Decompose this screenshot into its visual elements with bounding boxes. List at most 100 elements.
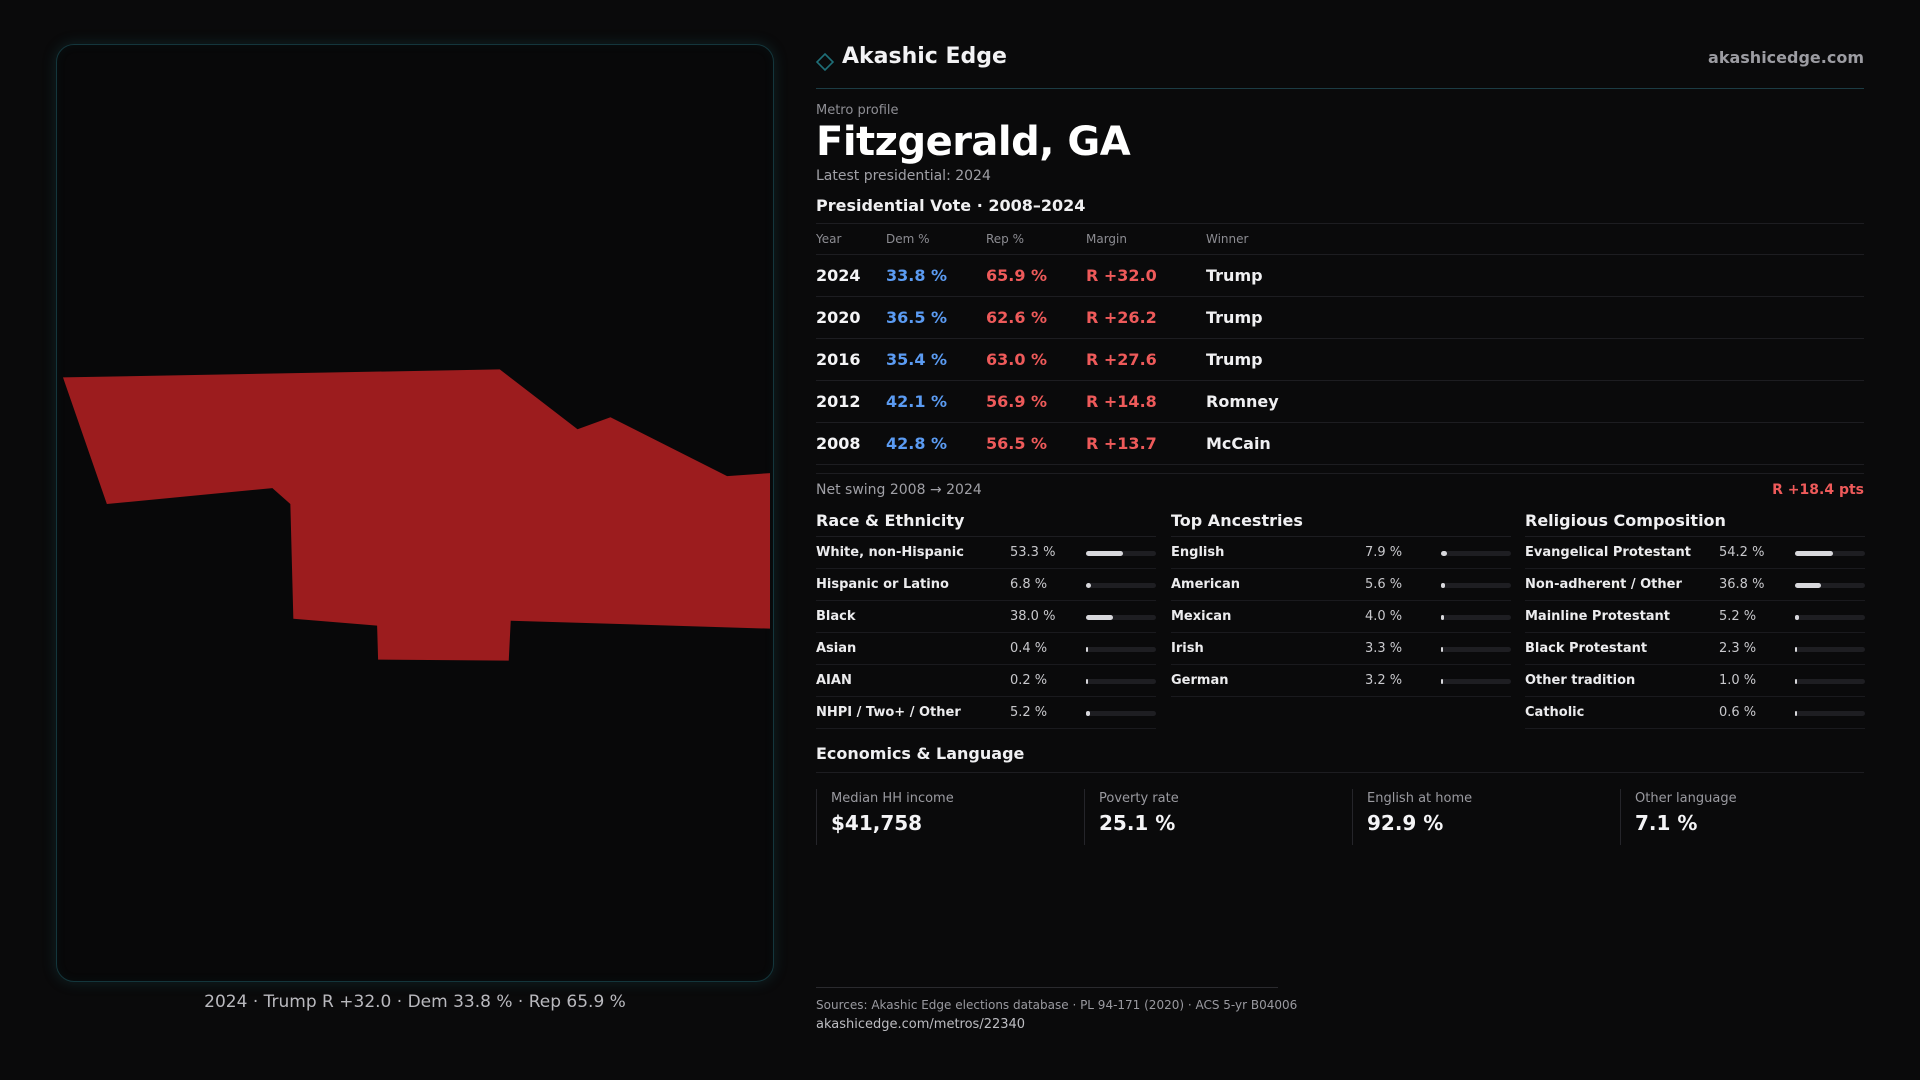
table-row: 2012 42.1 % 56.9 % R +14.8 Romney [816,380,1864,423]
net-swing-value: R +18.4 pts [1772,482,1864,498]
rep-cell: 62.6 % [986,296,1086,339]
metro-url-link[interactable]: akashicedge.com/metros/22340 [816,1017,1026,1032]
latest-presidential: Latest presidential: 2024 [816,168,991,184]
dem-cell: 35.4 % [886,338,986,381]
item-percent: 54.2 % [1719,545,1765,560]
percent-bar-track [1441,615,1511,620]
year-cell: 2008 [816,422,886,465]
percent-bar-track [1086,551,1156,556]
item-percent: 36.8 % [1719,577,1765,592]
item-percent: 5.2 % [1719,609,1757,624]
item-label: Mexican [1171,609,1232,624]
percent-bar-fill [1795,711,1797,716]
year-cell: 2016 [816,338,886,381]
item-label: Evangelical Protestant [1525,545,1691,560]
winner-cell: Trump [1206,338,1864,381]
page-title: Fitzgerald, GA [816,119,1131,165]
item-percent: 4.0 % [1365,609,1403,624]
metro-boundary-polygon [62,369,771,661]
list-item: Mainline Protestant 5.2 % [1525,601,1865,633]
item-label: White, non-Hispanic [816,545,964,560]
winner-cell: McCain [1206,422,1864,465]
percent-bar-fill [1441,615,1444,620]
dem-cell: 42.1 % [886,380,986,423]
map-caption: 2024 · Trump R +32.0 · Dem 33.8 % · Rep … [204,992,626,1012]
economics-cards: Median HH income $41,758 Poverty rate 25… [816,789,1864,863]
percent-bar-track [1795,679,1865,684]
diamond-outline-icon [816,53,834,71]
poverty-rate-card: Poverty rate 25.1 % [1084,789,1334,845]
econ-card-value: 25.1 % [1099,811,1176,835]
list-item: Other tradition 1.0 % [1525,665,1865,697]
winner-cell: Romney [1206,380,1864,423]
profile-panel: Akashic Edge akashicedge.com Metro profi… [816,44,1865,863]
margin-cell: R +27.6 [1086,338,1206,381]
percent-bar-fill [1086,551,1124,556]
econ-card-label: Median HH income [831,791,954,806]
econ-card-label: English at home [1367,791,1473,806]
dem-cell: 33.8 % [886,254,986,297]
item-percent: 1.0 % [1719,673,1757,688]
net-swing-label: Net swing 2008 → 2024 [816,482,982,498]
percent-bar-track [1795,711,1865,716]
item-label: Catholic [1525,705,1585,720]
race-ethnicity-title: Race & Ethnicity [816,510,1156,537]
median-income-card: Median HH income $41,758 [816,789,1066,845]
percent-bar-track [1086,615,1156,620]
percent-bar-track [1795,615,1865,620]
percent-bar-fill [1441,583,1445,588]
margin-cell: R +26.2 [1086,296,1206,339]
item-percent: 3.2 % [1365,673,1403,688]
rep-cell: 65.9 % [986,254,1086,297]
top-ancestries-title: Top Ancestries [1171,510,1511,537]
brand-name: Akashic Edge [842,44,1007,69]
winner-cell: Trump [1206,254,1864,297]
percent-bar-track [1441,551,1511,556]
item-percent: 2.3 % [1719,641,1757,656]
percent-bar-track [1441,679,1511,684]
year-cell: 2012 [816,380,886,423]
percent-bar-fill [1441,647,1444,652]
list-item: Black Protestant 2.3 % [1525,633,1865,665]
item-label: Hispanic or Latino [816,577,949,592]
percent-bar-fill [1086,711,1090,716]
col-header-winner: Winner [1206,223,1864,255]
econ-card-value: 7.1 % [1635,811,1698,835]
presidential-vote-title: Presidential Vote · 2008–2024 [816,196,1086,215]
metro-map-shape [62,369,771,661]
item-label: Other tradition [1525,673,1636,688]
percent-bar-track [1086,679,1156,684]
item-percent: 0.6 % [1719,705,1757,720]
list-item: Asian 0.4 % [816,633,1156,665]
item-label: Irish [1171,641,1204,656]
percent-bar-fill [1441,551,1447,556]
list-item: NHPI / Two+ / Other 5.2 % [816,697,1156,729]
item-percent: 38.0 % [1010,609,1056,624]
metro-map [56,44,774,982]
dem-cell: 36.5 % [886,296,986,339]
item-label: English [1171,545,1225,560]
brand-header: Akashic Edge akashicedge.com [816,44,1864,89]
winner-cell: Trump [1206,296,1864,339]
profile-eyebrow: Metro profile [816,103,899,118]
list-item: Hispanic or Latino 6.8 % [816,569,1156,601]
brand-url-link[interactable]: akashicedge.com [1708,48,1864,67]
econ-card-label: Other language [1635,791,1737,806]
percent-bar-fill [1441,679,1444,684]
col-header-margin: Margin [1086,223,1206,255]
percent-bar-fill [1795,647,1797,652]
percent-bar-track [1795,583,1865,588]
item-percent: 7.9 % [1365,545,1403,560]
presidential-vote-table: Year Dem % Rep % Margin Winner 2024 33.8… [816,223,1864,465]
list-item: Evangelical Protestant 54.2 % [1525,537,1865,569]
rep-cell: 63.0 % [986,338,1086,381]
list-item: AIAN 0.2 % [816,665,1156,697]
demographics-section: Race & Ethnicity White, non-Hispanic 53.3… [816,510,1865,732]
percent-bar-track [1795,551,1865,556]
percent-bar-fill [1795,679,1797,684]
percent-bar-track [1795,647,1865,652]
item-percent: 53.3 % [1010,545,1056,560]
percent-bar-track [1086,583,1156,588]
percent-bar-fill [1086,647,1088,652]
item-label: AIAN [816,673,852,688]
